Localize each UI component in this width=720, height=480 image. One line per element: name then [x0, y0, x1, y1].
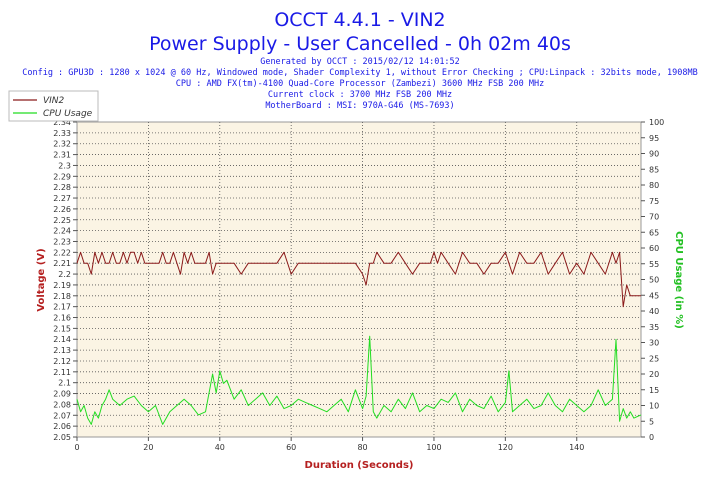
y-left-tick-label: 2.14 — [53, 335, 71, 344]
info-line-clock: Current clock : 3700 MHz FSB 200 MHz — [268, 90, 452, 100]
y-left-tick-label: 2.33 — [53, 129, 71, 138]
y-right-tick-label: 60 — [649, 244, 659, 253]
y-right-axis-ticks: 0 5 10 15 20 25 30 35 40 45 50 55 60 65 70 75 80 85 90 95 10… — [641, 118, 664, 442]
series-line-cpu-usage — [76, 335, 642, 425]
y-left-tick-label: 2.3 — [58, 161, 71, 170]
x-tick-label: 20 — [143, 443, 153, 452]
legend-label-vin2: VIN2 — [43, 96, 65, 106]
y-left-tick-label: 2.28 — [53, 183, 71, 192]
info-line-generated: Generated by OCCT : 2015/02/12 14:01:52 — [260, 57, 460, 67]
y-left-tick-label: 2.07 — [53, 411, 71, 420]
y-left-axis-ticks: 2.05 2.06 2.07 2.082.09 2.1 2.11 2.12 2.13 2.14 2… — [53, 118, 77, 442]
y-left-tick-label: 2.27 — [53, 194, 71, 203]
x-axis-label: Duration (Seconds) — [305, 460, 414, 471]
grid-lines — [77, 122, 641, 437]
info-line-motherboard: MotherBoard : MSI: 970A-G46 (MS-7693) — [265, 101, 454, 111]
y-right-tick-label: 70 — [649, 213, 659, 222]
x-tick-label: 80 — [357, 443, 367, 452]
y-right-tick-label: 35 — [649, 323, 659, 332]
x-tick-label: 100 — [426, 443, 441, 452]
y-left-tick-label: 2.21 — [53, 259, 71, 268]
y-right-tick-label: 65 — [649, 228, 659, 237]
y-right-tick-label: 25 — [649, 354, 659, 363]
x-tick-label: 140 — [569, 443, 584, 452]
info-line-config: Config : GPU3D : 1280 x 1024 @ 60 Hz, Wi… — [22, 68, 698, 78]
y-left-tick-label: 2.34 — [53, 118, 71, 127]
y-left-tick-label: 2.12 — [53, 357, 71, 366]
y-left-tick-label: 2.26 — [53, 205, 71, 214]
y-right-tick-label: 15 — [649, 386, 659, 395]
series-line-vin2 — [76, 251, 641, 308]
y-left-tick-label: 2.2 — [58, 270, 71, 279]
y-left-tick-label: 2.19 — [53, 281, 71, 290]
series-lines — [76, 251, 642, 425]
y-right-tick-label: 45 — [649, 291, 659, 300]
x-tick-label: 60 — [286, 443, 296, 452]
y-left-tick-label: 2.23 — [53, 237, 71, 246]
y-left-tick-label: 2.18 — [53, 292, 71, 301]
y-right-tick-label: 20 — [649, 370, 659, 379]
legend: VIN2 CPU Usage — [8, 90, 99, 122]
y-left-tick-label: 2.1 — [58, 379, 71, 388]
y-right-tick-label: 100 — [649, 118, 664, 127]
y-right-tick-label: 55 — [649, 260, 659, 269]
y-right-tick-label: 80 — [649, 181, 659, 190]
y-right-tick-label: 30 — [649, 339, 659, 348]
chart-title: OCCT 4.4.1 - VIN2 — [274, 9, 445, 31]
y-right-tick-label: 50 — [649, 276, 659, 285]
chart-subtitle: Power Supply - User Cancelled - 0h 02m 4… — [149, 33, 571, 55]
y-right-tick-label: 0 — [649, 433, 654, 442]
x-axis-ticks: 0 20 40 60 80 100 120 140 — [74, 437, 584, 452]
y-left-tick-label: 2.29 — [53, 172, 71, 181]
legend-box — [8, 90, 99, 122]
plot-area — [76, 121, 642, 438]
legend-label-cpu-usage: CPU Usage — [43, 109, 93, 119]
y-left-tick-label: 2.13 — [53, 346, 71, 355]
y-left-tick-label: 2.11 — [53, 368, 71, 377]
y-left-tick-label: 2.17 — [53, 303, 71, 312]
y-right-tick-label: 40 — [649, 307, 659, 316]
y-right-tick-label: 90 — [649, 150, 659, 159]
x-tick-label: 120 — [498, 443, 513, 452]
y-left-tick-label: 2.16 — [53, 314, 71, 323]
y-left-tick-label: 2.25 — [53, 216, 71, 225]
y-left-tick-label: 2.05 — [53, 433, 71, 442]
y-left-tick-label: 2.24 — [53, 227, 71, 236]
y-right-tick-label: 5 — [649, 417, 654, 426]
y-left-tick-label: 2.08 — [53, 400, 71, 409]
y-left-tick-label: 2.15 — [53, 324, 71, 333]
y-left-tick-label: 2.31 — [53, 151, 71, 160]
y-left-tick-label: 2.06 — [53, 422, 71, 431]
y-left-axis-label: Voltage (V) — [36, 248, 47, 311]
x-tick-label: 40 — [215, 443, 225, 452]
x-tick-label: 0 — [74, 443, 79, 452]
y-right-tick-label: 75 — [649, 197, 659, 206]
y-left-tick-label: 2.09 — [53, 390, 71, 399]
y-left-tick-label: 2.32 — [53, 140, 71, 149]
y-right-axis-label: CPU Usage (in %) — [673, 231, 684, 329]
y-right-tick-label: 95 — [649, 134, 659, 143]
y-left-tick-label: 2.22 — [53, 248, 71, 257]
info-line-cpu: CPU : AMD FX(tm)-4100 Quad-Core Processo… — [176, 79, 544, 89]
y-right-tick-label: 85 — [649, 165, 659, 174]
y-right-tick-label: 10 — [649, 402, 659, 411]
